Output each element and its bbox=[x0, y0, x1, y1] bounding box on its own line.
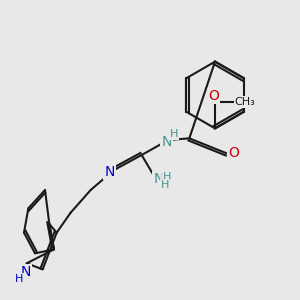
Text: O: O bbox=[229, 146, 239, 160]
Text: H: H bbox=[161, 180, 170, 190]
Text: H: H bbox=[15, 274, 23, 284]
Text: N: N bbox=[161, 135, 172, 149]
Text: CH₃: CH₃ bbox=[235, 97, 255, 107]
Text: H: H bbox=[170, 129, 178, 139]
Text: N: N bbox=[104, 165, 115, 179]
Text: N: N bbox=[154, 172, 164, 186]
Text: O: O bbox=[208, 89, 219, 103]
Text: N: N bbox=[21, 265, 31, 279]
Text: H: H bbox=[163, 172, 171, 182]
